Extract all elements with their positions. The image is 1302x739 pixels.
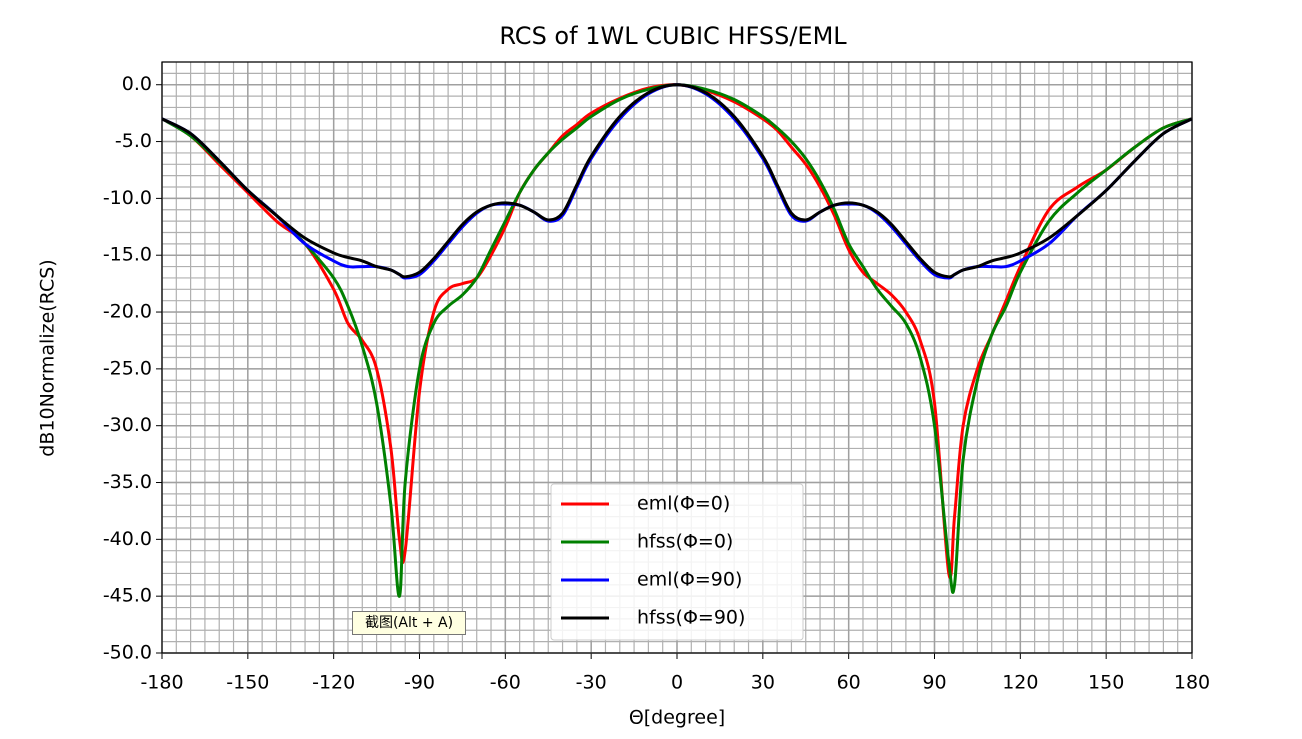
legend-label: eml(Φ=90) [637,569,742,591]
x-tick-label: 180 [1174,672,1210,694]
y-tick-label: -5.0 [115,130,152,152]
x-tick-label: -90 [404,672,435,694]
y-tick-label: -45.0 [103,585,152,607]
x-tick-label: 30 [751,672,775,694]
tooltip: 截图(Alt + A) [352,611,466,635]
y-tick-label: -30.0 [103,414,152,436]
y-tick-label: -15.0 [103,244,152,266]
y-tick-label: -10.0 [103,187,152,209]
y-tick-label: 0.0 [122,73,152,95]
y-tick-label: -25.0 [103,357,152,379]
y-tick-label: -20.0 [103,301,152,323]
x-tick-label: -30 [576,672,607,694]
y-tick-label: -40.0 [103,528,152,550]
legend-label: hfss(Φ=0) [637,531,733,553]
x-tick-label: 0 [671,672,683,694]
chart-title: RCS of 1WL CUBIC HFSS/EML [499,22,847,50]
x-tick-label: -150 [226,672,269,694]
x-tick-label: 120 [1002,672,1038,694]
x-tick-label: 90 [922,672,946,694]
series-line [162,83,1192,279]
y-axis-label: dB10Normalize(RCS) [37,259,59,456]
x-tick-label: -60 [490,672,521,694]
x-axis-label: Θ[degree] [629,707,725,729]
x-tick-label: 60 [837,672,861,694]
legend-label: hfss(Φ=90) [637,607,745,629]
legend-box [550,483,804,641]
x-tick-label: -180 [140,672,183,694]
x-tick-label: 150 [1088,672,1124,694]
legend-label: eml(Φ=0) [637,493,730,515]
y-tick-label: -50.0 [103,642,152,664]
plot-frame [161,61,1193,654]
x-tick-label: -120 [312,672,355,694]
y-tick-label: -35.0 [103,471,152,493]
